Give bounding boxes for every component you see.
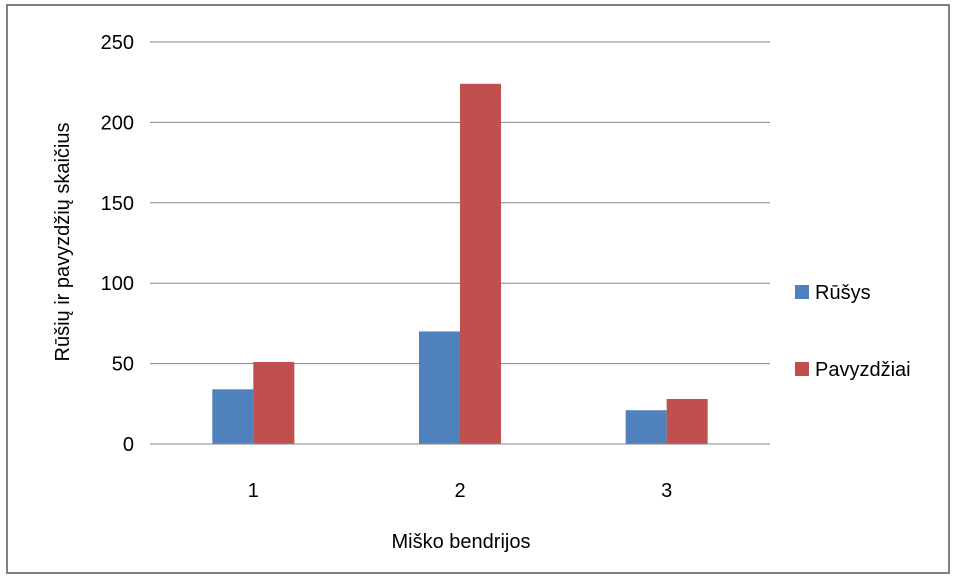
legend-swatch-rusys — [795, 285, 809, 299]
legend-label-rusys: Rūšys — [815, 282, 871, 304]
x-axis-ticks: 1 2 3 — [248, 480, 672, 502]
y-tick-label: 50 — [112, 354, 134, 376]
bar-rusys-2 — [419, 331, 460, 444]
legend-swatch-pavyzdziai — [795, 362, 809, 376]
bar-pavyzdziai-1 — [253, 361, 295, 444]
y-tick-label: 0 — [123, 434, 134, 456]
y-tick-label: 250 — [101, 32, 134, 54]
y-axis-title: Rūšių ir pavyzdžių skaičius — [52, 123, 74, 362]
bars — [212, 83, 708, 445]
bar-pavyzdziai-2 — [460, 83, 501, 445]
legend: Rūšys Pavyzdžiai — [795, 282, 911, 381]
bar-rusys-1 — [212, 389, 254, 444]
x-axis-title: Miško bendrijos — [392, 531, 531, 553]
y-tick-label: 100 — [101, 273, 134, 295]
legend-label-pavyzdziai: Pavyzdžiai — [815, 359, 911, 381]
bar-pavyzdziai-3 — [666, 398, 708, 444]
x-tick-label: 2 — [454, 480, 465, 502]
y-tick-label: 150 — [101, 193, 134, 215]
y-axis-ticks: 0 50 100 150 200 250 — [101, 32, 134, 456]
x-tick-label: 3 — [661, 480, 672, 502]
y-tick-label: 200 — [101, 112, 134, 134]
bar-rusys-3 — [625, 410, 667, 444]
x-tick-label: 1 — [248, 480, 259, 502]
